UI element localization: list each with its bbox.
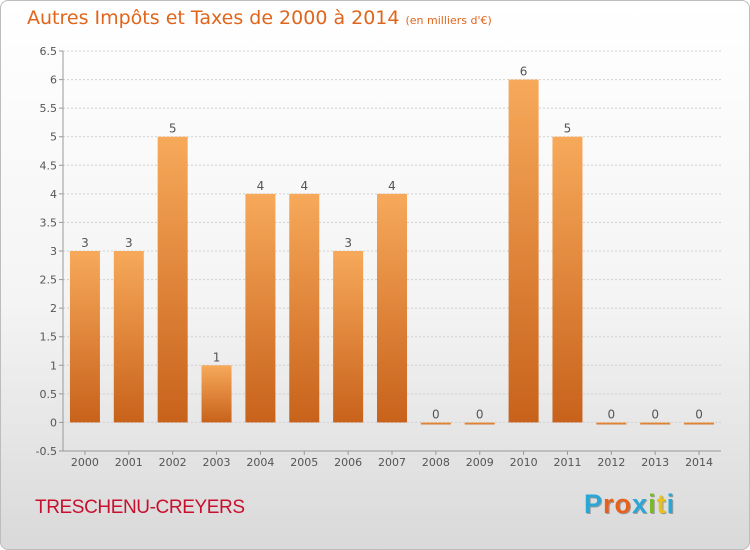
bar <box>157 136 188 423</box>
logo-letter: t <box>656 489 667 519</box>
data-label: 0 <box>476 407 484 421</box>
data-label: 3 <box>125 236 133 250</box>
y-tick-label: 2 <box>50 302 57 315</box>
y-tick-label: 3.5 <box>40 216 58 229</box>
data-label: 5 <box>169 122 177 136</box>
x-tick-label: 2014 <box>685 456 713 469</box>
x-tick-label: 2007 <box>378 456 406 469</box>
data-label: 3 <box>81 236 89 250</box>
bar <box>684 422 715 425</box>
proxiti-logo: Proxiti <box>584 489 675 520</box>
chart-subtitle: (en milliers d'€) <box>405 14 492 27</box>
bar <box>289 193 320 423</box>
y-tick-label: 6 <box>50 74 57 87</box>
bar <box>377 193 407 423</box>
logo-letter: i <box>648 489 657 519</box>
y-tick-label: 3 <box>50 245 57 258</box>
x-tick-label: 2008 <box>422 456 450 469</box>
bar <box>596 422 627 425</box>
data-label: 4 <box>257 179 265 193</box>
data-label: 0 <box>695 407 703 421</box>
bar <box>69 251 100 423</box>
bar <box>464 422 495 425</box>
bar <box>552 136 583 423</box>
y-tick-label: 2.5 <box>40 274 58 287</box>
bar <box>420 422 451 425</box>
bar <box>508 79 539 423</box>
y-tick-label: 4.5 <box>40 159 58 172</box>
logo-letter: o <box>614 489 633 519</box>
data-label: 4 <box>300 179 308 193</box>
bar <box>201 365 232 423</box>
data-label: 4 <box>388 179 396 193</box>
commune-name: TRESCHENU-CREYERS <box>35 497 245 518</box>
y-tick-label: 5 <box>50 131 57 144</box>
x-tick-label: 2006 <box>334 456 362 469</box>
logo-letter: x <box>632 489 649 519</box>
y-tick-label: 0 <box>50 416 57 429</box>
data-label: 3 <box>344 236 352 250</box>
x-tick-label: 2011 <box>553 456 581 469</box>
logo-letter: P <box>584 489 604 519</box>
y-tick-label: 1.5 <box>40 331 58 344</box>
y-tick-label: 4 <box>50 188 57 201</box>
x-tick-label: 2001 <box>115 456 143 469</box>
bar <box>640 422 671 425</box>
x-tick-label: 2005 <box>290 456 318 469</box>
x-tick-label: 2012 <box>597 456 625 469</box>
x-tick-label: 2000 <box>71 456 99 469</box>
y-tick-label: 5.5 <box>40 102 58 115</box>
y-tick-label: 6.5 <box>40 45 58 58</box>
x-tick-label: 2013 <box>641 456 669 469</box>
data-label: 1 <box>213 350 221 364</box>
x-tick-label: 2004 <box>246 456 274 469</box>
x-tick-label: 2002 <box>159 456 187 469</box>
logo-letter: i <box>666 489 676 519</box>
data-label: 0 <box>432 407 440 421</box>
bar <box>245 193 276 423</box>
data-label: 6 <box>520 65 528 79</box>
y-tick-label: 1 <box>50 359 57 372</box>
bar <box>333 251 364 423</box>
chart-title: Autres Impôts et Taxes de 2000 à 2014 (en… <box>27 7 492 29</box>
chart-title-text: Autres Impôts et Taxes de 2000 à 2014 <box>27 7 400 29</box>
bar <box>113 251 144 423</box>
x-tick-label: 2010 <box>510 456 538 469</box>
logo-letter: r <box>603 489 615 519</box>
data-label: 0 <box>651 407 659 421</box>
y-tick-label: 0.5 <box>40 388 58 401</box>
data-label: 0 <box>608 407 616 421</box>
x-tick-label: 2003 <box>203 456 231 469</box>
data-label: 5 <box>564 122 572 136</box>
x-tick-label: 2009 <box>466 456 494 469</box>
y-tick-label: -0.5 <box>36 445 57 458</box>
